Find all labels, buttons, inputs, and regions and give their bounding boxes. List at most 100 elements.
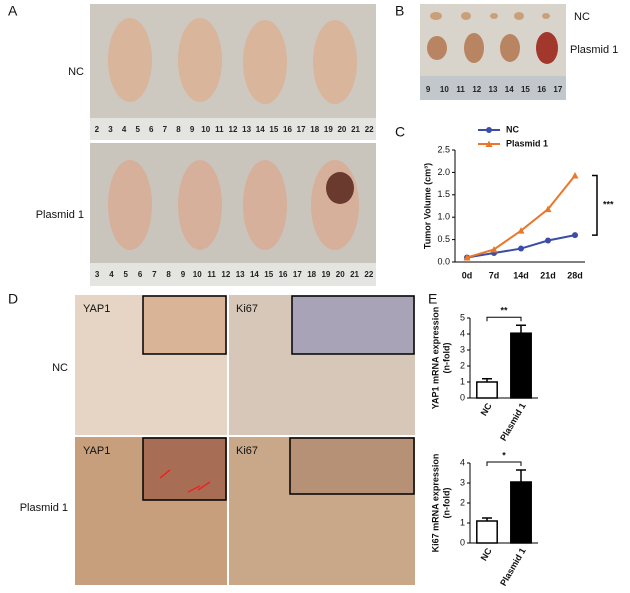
error-bar (482, 517, 492, 521)
row-label: Plasmid 1 (20, 502, 68, 514)
y-tick-label: 2 (460, 497, 465, 507)
point (490, 245, 498, 253)
ruler-number: 12 (229, 125, 238, 134)
ruler-number: 7 (152, 270, 157, 279)
ruler-number: 16 (283, 125, 292, 134)
ihc-images (75, 295, 415, 585)
y-tick-label: 1.0 (437, 212, 450, 222)
y-tick-label: 3 (460, 344, 465, 354)
legend-label: NC (506, 124, 519, 134)
y-tick-label: 2.5 (437, 144, 450, 154)
x-tick-label: NC (479, 401, 494, 418)
ruler-number: 8 (176, 125, 181, 134)
ruler-number: 11 (456, 85, 465, 94)
bar (510, 481, 532, 544)
ruler-number: 4 (109, 270, 114, 279)
photo-a (90, 4, 376, 286)
ruler-number: 20 (336, 270, 345, 279)
ruler-number: 5 (124, 270, 129, 279)
x-tick-label: 7d (489, 270, 500, 280)
point (544, 205, 552, 213)
panel-label: A (8, 3, 18, 19)
ruler-number: 7 (163, 125, 168, 134)
ruler-number: 3 (108, 125, 113, 134)
panel-label: C (395, 124, 405, 140)
panel-label: B (395, 3, 404, 19)
ruler-number: 22 (365, 125, 374, 134)
ruler-number: 11 (215, 125, 224, 134)
y-tick-label: 4 (460, 328, 465, 338)
cell-label: Ki67 (236, 445, 258, 457)
ruler-number: 16 (279, 270, 288, 279)
cell-label: Ki67 (236, 303, 258, 315)
ruler-number: 6 (138, 270, 143, 279)
ruler-number: 3 (95, 270, 100, 279)
ruler-number: 9 (190, 125, 195, 134)
y-tick-label: 2 (460, 360, 465, 370)
y-tick-label: 0 (460, 537, 465, 547)
row-label: Plasmid 1 (36, 209, 84, 221)
x-tick-label: 14d (513, 270, 529, 280)
ruler-number: 16 (537, 85, 546, 94)
y-tick-label: 0.0 (437, 256, 450, 266)
ruler-number: 13 (236, 270, 245, 279)
significance-bracket (592, 174, 598, 236)
ruler-number: 19 (321, 270, 330, 279)
ruler-number: 18 (307, 270, 316, 279)
significance-label: * (502, 450, 506, 460)
point (517, 227, 525, 234)
bar (510, 332, 532, 399)
point (463, 254, 471, 261)
ruler-number: 13 (489, 85, 498, 94)
ruler-number: 14 (250, 270, 259, 279)
row-label: Plasmid 1 (570, 44, 618, 56)
bar (476, 381, 498, 399)
ruler-number: 21 (351, 125, 360, 134)
legend-marker (486, 127, 492, 133)
point (545, 237, 551, 244)
x-tick-label: 21d (540, 270, 556, 280)
significance-label: *** (603, 200, 614, 210)
ruler-number: 22 (364, 270, 373, 279)
ruler-number: 15 (521, 85, 530, 94)
row-label: NC (68, 66, 84, 78)
y-tick-label: 1.5 (437, 189, 450, 199)
legend-label: Plasmid 1 (506, 138, 548, 148)
y-tick-label: 4 (460, 457, 465, 467)
y-tick-label: 2.0 (437, 167, 450, 177)
ruler-number: 12 (221, 270, 230, 279)
ruler-number: 21 (350, 270, 359, 279)
ruler-number: 9 (181, 270, 186, 279)
ruler-number: 14 (256, 125, 265, 134)
row-label: NC (574, 11, 590, 23)
ruler-number: 6 (149, 125, 154, 134)
y-tick-label: 0 (460, 392, 465, 402)
y-axis-label: (n-fold) (441, 488, 451, 519)
error-bar (516, 469, 526, 482)
x-tick-label: Plasmid 1 (498, 401, 528, 442)
ruler-number: 10 (201, 125, 210, 134)
point (571, 172, 579, 179)
bar (476, 520, 498, 544)
y-axis-label: Tumor Volume (cm³) (422, 163, 432, 249)
ruler-number: 10 (440, 85, 449, 94)
y-tick-label: 5 (460, 312, 465, 322)
y-axis-label: YAP1 mRNA expression (430, 307, 440, 409)
y-axis-label: Ki67 mRNA expression (430, 454, 440, 553)
ruler-number: 17 (553, 85, 562, 94)
panel-label: D (8, 291, 18, 307)
cell-label: YAP1 (83, 445, 110, 457)
cell-label: YAP1 (83, 303, 110, 315)
x-tick-label: 28d (567, 270, 583, 280)
row-label: NC (52, 362, 68, 374)
y-axis-label: (n-fold) (441, 343, 451, 374)
ruler-number: 17 (297, 125, 306, 134)
ruler-number: 17 (293, 270, 302, 279)
ruler-number: 2 (95, 125, 100, 134)
line (466, 174, 576, 259)
significance-label: ** (500, 306, 508, 316)
ruler-number: 20 (337, 125, 346, 134)
ruler-number: 14 (505, 85, 514, 94)
photo-b (420, 4, 566, 100)
